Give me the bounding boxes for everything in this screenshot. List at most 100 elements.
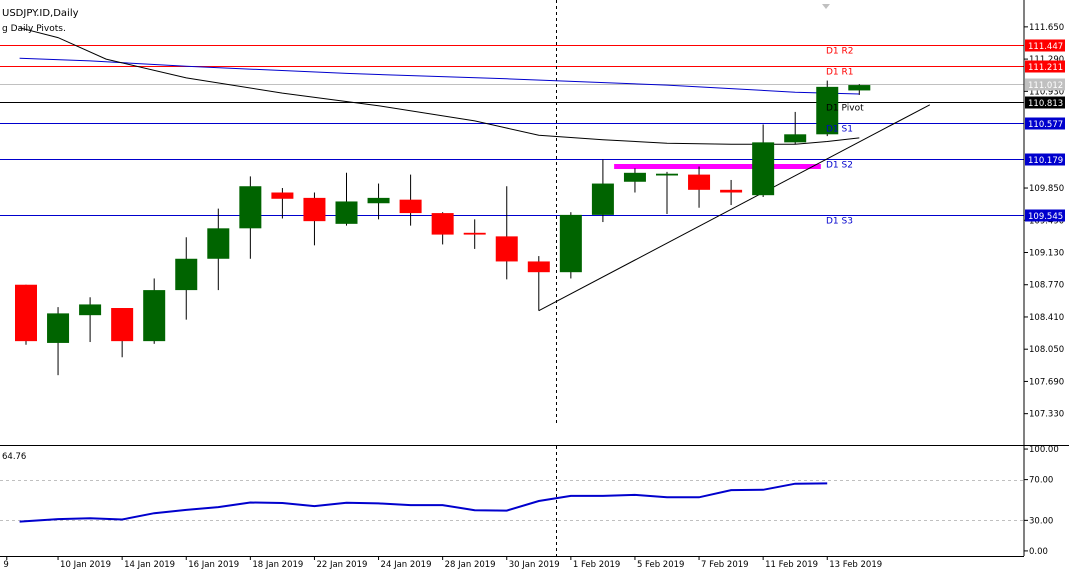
time-tick-label: 16 Jan 2019 [188, 560, 239, 570]
moving-average-slow-line [19, 57, 860, 95]
price-tick-label: 108.050 [1029, 345, 1064, 355]
candle-body-bull [559, 214, 582, 273]
candle-body-bull [207, 228, 230, 259]
candle-body-bear [688, 174, 711, 190]
candle-body-bear [15, 284, 37, 342]
price-pane[interactable]: D1 R2 D1 R1 D1 Pivot D1 S1 D1 S2 D1 S3 USDJPY… [0, 0, 1024, 425]
candle-body-bear [431, 213, 454, 235]
price-axis-markers: 111.447 111.211 110.813 110.577 110.179 109.5… [1025, 39, 1065, 222]
candle-body-bear [111, 308, 134, 342]
time-tick-label: 5 Feb 2019 [637, 560, 685, 570]
price-box [1025, 209, 1065, 222]
time-tick-label: 24 Jan 2019 [381, 560, 432, 570]
candle-body-bull [239, 186, 262, 229]
price-tick-label: 110.930 [1029, 87, 1064, 97]
candle-body-bull [47, 313, 70, 343]
time-tick-label: 28 Jan 2019 [445, 560, 496, 570]
candle[interactable] [271, 188, 294, 219]
time-tick-label: 7 Feb 2019 [701, 560, 749, 570]
candle[interactable] [175, 237, 198, 320]
candle[interactable] [784, 111, 807, 145]
pivot-label: D1 S1 [826, 125, 853, 135]
rsi-line [19, 482, 828, 523]
rsi-pane[interactable]: 64.76 [0, 446, 1024, 556]
price-tick-label: 109.130 [1029, 248, 1064, 258]
candle-body-bull [335, 201, 358, 224]
candle[interactable] [720, 179, 743, 206]
candle-body-bull [143, 290, 166, 342]
current-price-box [1025, 78, 1065, 91]
indicator-title: g Daily Pivots. [2, 24, 66, 34]
candle[interactable] [752, 124, 775, 197]
candle-body-bull [816, 86, 839, 135]
candle[interactable] [816, 80, 839, 137]
time-tick-label: 18 Jan 2019 [252, 560, 303, 570]
candle-body-bear [720, 189, 743, 193]
candle-body-bear [495, 236, 518, 262]
candle[interactable] [399, 174, 422, 226]
pivot-labels: D1 R2 D1 R1 D1 Pivot D1 S1 D1 S2 D1 S3 [826, 47, 864, 227]
candle[interactable] [111, 308, 134, 358]
time-tick-label: 9 [3, 560, 8, 570]
candle[interactable] [143, 278, 166, 344]
time-tick-label: 22 Jan 2019 [316, 560, 367, 570]
time-tick-label: 13 Feb 2019 [829, 560, 882, 570]
candle[interactable] [207, 208, 230, 291]
pivot-label: D1 S3 [826, 217, 853, 227]
pivot-label: D1 R1 [826, 68, 854, 78]
candle[interactable] [15, 284, 37, 345]
candle-body-bull [367, 197, 390, 204]
candle[interactable] [239, 176, 262, 259]
rsi-tick-label: 100.00 [1029, 445, 1059, 455]
candle-body-bull [848, 85, 871, 91]
candle-body-bear [271, 192, 294, 199]
candle[interactable] [527, 256, 550, 311]
rsi-level-lines [0, 480, 1024, 521]
candle[interactable] [303, 192, 326, 246]
price-box [1025, 153, 1065, 166]
candle[interactable] [367, 183, 390, 220]
price-box [1025, 96, 1065, 109]
candle[interactable] [688, 166, 711, 208]
candle-body-bull [175, 258, 198, 291]
candle-body-bull [623, 172, 646, 182]
candle[interactable] [656, 171, 678, 214]
chart-symbol-title: USDJPY.ID,Daily [2, 8, 79, 19]
candle[interactable] [463, 219, 486, 249]
moving-average-fast-line [19, 27, 860, 145]
pivot-label: D1 Pivot [826, 104, 864, 114]
candle-body-bear [303, 197, 326, 222]
candle[interactable] [431, 212, 454, 245]
rsi-tick-label: 30.00 [1029, 516, 1053, 526]
price-tick-label: 108.410 [1029, 313, 1064, 323]
price-box-label: 111.211 [1028, 63, 1063, 73]
candle[interactable] [335, 172, 358, 226]
trendline[interactable] [538, 104, 931, 312]
time-tick-label: 14 Jan 2019 [124, 560, 175, 570]
candle-body-bull [656, 173, 678, 176]
candle-body-bear [399, 199, 422, 214]
pivot-label: D1 S2 [826, 161, 853, 171]
price-box [1025, 60, 1065, 73]
price-tick-label: 108.770 [1029, 281, 1064, 291]
time-axis[interactable]: 9 10 Jan 2019 14 Jan 2019 16 Jan 2019 18 Jan… [3, 556, 882, 570]
scroll-marker-icon[interactable] [822, 4, 830, 9]
candle-body-bull [784, 134, 807, 143]
candle[interactable] [848, 84, 871, 95]
price-box-label: 110.179 [1028, 156, 1063, 166]
candle[interactable] [623, 168, 646, 193]
candle[interactable] [79, 297, 102, 343]
price-tick-label: 109.850 [1029, 184, 1064, 194]
candle[interactable] [495, 186, 518, 280]
candles [15, 80, 871, 376]
rsi-value-label: 64.76 [2, 452, 26, 462]
candle[interactable] [559, 212, 582, 279]
candle[interactable] [47, 307, 70, 376]
time-tick-label: 11 Feb 2019 [765, 560, 818, 570]
pivot-label: D1 R2 [826, 47, 854, 57]
time-tick-label: 1 Feb 2019 [573, 560, 621, 570]
time-tick-label: 30 Jan 2019 [509, 560, 560, 570]
candle[interactable] [591, 159, 614, 223]
